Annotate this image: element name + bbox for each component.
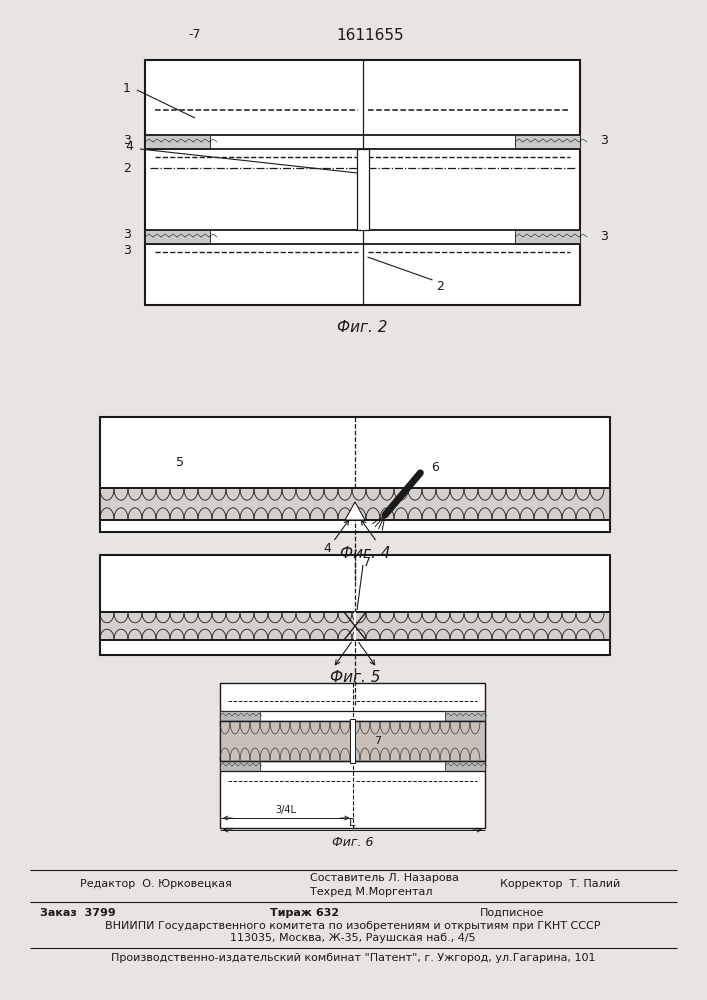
Bar <box>145 60 580 305</box>
Bar <box>356 149 368 230</box>
Bar <box>220 721 485 761</box>
Text: Техред М.Моргентал: Техред М.Моргентал <box>310 887 433 897</box>
Bar <box>515 135 580 149</box>
Bar <box>220 711 260 721</box>
Text: 4: 4 <box>125 140 133 153</box>
Text: 5: 5 <box>176 456 184 470</box>
Text: 3: 3 <box>600 133 608 146</box>
Bar <box>515 230 580 244</box>
Text: Тираж 632: Тираж 632 <box>270 908 339 918</box>
Text: Производственно-издательский комбинат "Патент", г. Ужгород, ул.Гагарина, 101: Производственно-издательский комбинат "П… <box>111 953 595 963</box>
Text: Фиг. 6: Фиг. 6 <box>332 836 373 850</box>
Bar <box>145 230 210 244</box>
Bar <box>220 761 260 771</box>
Text: 3: 3 <box>600 231 608 243</box>
Text: 2: 2 <box>436 280 445 294</box>
Text: Корректор  Т. Палий: Корректор Т. Палий <box>500 879 620 889</box>
Bar <box>350 719 355 763</box>
Text: 113035, Москва, Ж-35, Раушская наб., 4/5: 113035, Москва, Ж-35, Раушская наб., 4/5 <box>230 933 476 943</box>
Bar <box>100 417 610 532</box>
Text: 4: 4 <box>323 542 331 554</box>
Text: 6: 6 <box>431 461 439 474</box>
Text: 3: 3 <box>123 133 131 146</box>
Text: Заказ  3799: Заказ 3799 <box>40 908 116 918</box>
Polygon shape <box>345 502 365 520</box>
Text: Составитель Л. Назарова: Составитель Л. Назарова <box>310 873 459 883</box>
Text: 2: 2 <box>123 161 131 174</box>
Text: Фиг. 2: Фиг. 2 <box>337 320 387 334</box>
Text: 3: 3 <box>123 243 131 256</box>
Text: Фиг. 5: Фиг. 5 <box>329 670 380 684</box>
Bar <box>445 711 485 721</box>
Text: 3: 3 <box>123 229 131 241</box>
Text: 3/4L: 3/4L <box>276 805 297 815</box>
Bar <box>145 135 210 149</box>
Bar <box>445 761 485 771</box>
Bar <box>220 683 485 828</box>
Bar <box>100 555 610 655</box>
Bar <box>100 612 610 640</box>
Text: Фиг. 4: Фиг. 4 <box>340 546 390 562</box>
Bar <box>100 488 610 520</box>
Bar <box>354 612 356 640</box>
Text: 1: 1 <box>123 82 131 95</box>
Text: -7: -7 <box>189 28 201 41</box>
Text: 1611655: 1611655 <box>337 27 404 42</box>
Text: ВНИИПИ Государственного комитета по изобретениям и открытиям при ГКНТ СССР: ВНИИПИ Государственного комитета по изоб… <box>105 921 601 931</box>
Text: 7: 7 <box>374 736 381 746</box>
Text: Редактор  О. Юрковецкая: Редактор О. Юрковецкая <box>80 879 232 889</box>
Text: L: L <box>349 818 356 828</box>
Text: 7: 7 <box>363 556 371 570</box>
Text: Подписное: Подписное <box>480 908 544 918</box>
